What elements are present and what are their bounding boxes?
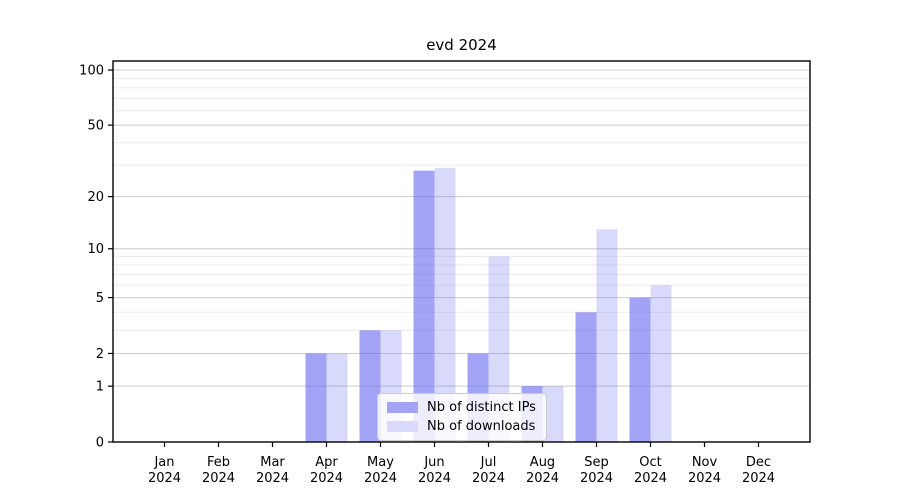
y-tick-label: 10 xyxy=(87,242,104,257)
x-tick-year: 2024 xyxy=(472,471,505,486)
x-tick-year: 2024 xyxy=(742,471,775,486)
y-tick-label: 0 xyxy=(96,436,104,451)
x-tick-year: 2024 xyxy=(526,471,559,486)
x-tick-month: Mar xyxy=(260,455,285,470)
x-tick-month: Apr xyxy=(315,455,338,470)
bar-oct-downloads xyxy=(650,285,672,442)
x-tick-month: Dec xyxy=(746,455,771,470)
legend-item-distinct-ips: Nb of distinct IPs xyxy=(387,401,536,414)
x-tick-month: Sep xyxy=(584,455,609,470)
bar-sep-downloads xyxy=(596,229,618,442)
bar-sep-ips xyxy=(575,312,597,442)
x-tick-month: Aug xyxy=(530,455,555,470)
bar-apr-downloads xyxy=(326,353,348,442)
legend-label-downloads: Nb of downloads xyxy=(427,419,536,434)
x-tick-year: 2024 xyxy=(688,471,721,486)
legend-box: Nb of distinct IPs Nb of downloads xyxy=(377,393,547,441)
x-tick-month: Jan xyxy=(153,455,174,470)
x-tick-year: 2024 xyxy=(634,471,667,486)
x-tick-year: 2024 xyxy=(202,471,235,486)
x-tick-month: Jun xyxy=(423,455,444,470)
legend-swatch-distinct-ips xyxy=(387,402,418,413)
chart-title: evd 2024 xyxy=(426,36,497,54)
x-tick-month: Jul xyxy=(480,455,497,470)
x-tick-year: 2024 xyxy=(580,471,613,486)
bar-jun-ips xyxy=(413,170,435,442)
legend-label-distinct-ips: Nb of distinct IPs xyxy=(427,400,536,415)
x-tick-year: 2024 xyxy=(256,471,289,486)
y-tick-label: 50 xyxy=(87,119,104,134)
legend-item-downloads: Nb of downloads xyxy=(387,420,536,433)
y-tick-label: 20 xyxy=(87,190,104,205)
y-tick-label: 1 xyxy=(96,380,104,395)
x-tick-month: Nov xyxy=(692,455,718,470)
bar-apr-ips xyxy=(305,353,327,442)
y-tick-label: 5 xyxy=(96,291,104,306)
x-tick-year: 2024 xyxy=(148,471,181,486)
x-tick-month: Feb xyxy=(207,455,230,470)
x-tick-month: Oct xyxy=(639,455,661,470)
x-tick-month: May xyxy=(367,455,394,470)
legend-swatch-downloads xyxy=(387,421,418,432)
y-tick-label: 100 xyxy=(79,64,104,79)
bar-jun-downloads xyxy=(434,167,456,442)
bar-may-ips xyxy=(359,330,381,442)
y-tick-label: 2 xyxy=(96,347,104,362)
x-tick-year: 2024 xyxy=(310,471,343,486)
x-tick-year: 2024 xyxy=(364,471,397,486)
bar-oct-ips xyxy=(629,297,651,442)
x-tick-year: 2024 xyxy=(418,471,451,486)
bar-aug-downloads xyxy=(542,386,564,442)
